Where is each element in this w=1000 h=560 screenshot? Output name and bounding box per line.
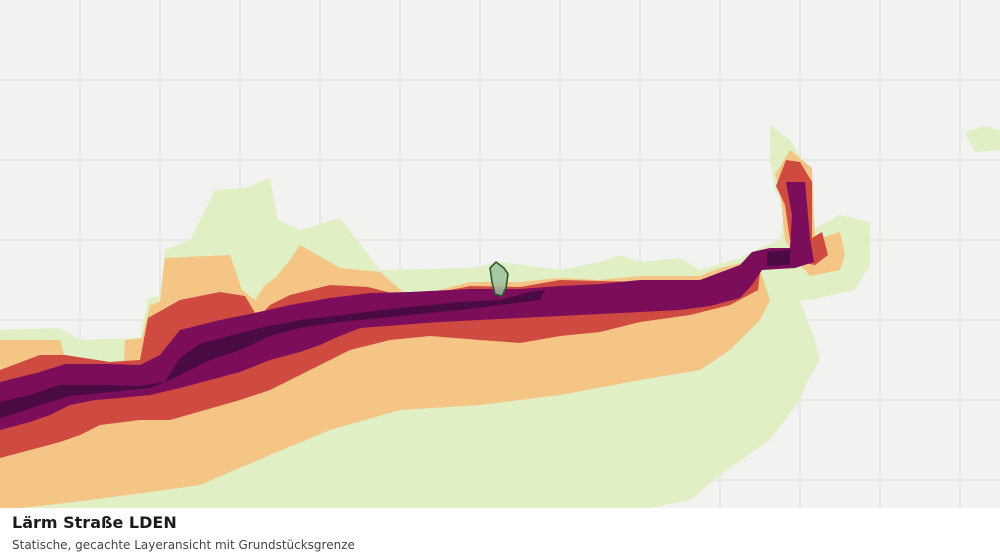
parcel-boundary[interactable] (489, 260, 509, 297)
layer-title: Lärm Straße LDEN (12, 513, 177, 532)
layer-description: Statische, gecachte Layeransicht mit Gru… (12, 538, 355, 552)
noise-band-high (0, 182, 814, 430)
map-caption: Lärm Straße LDEN Statische, gecachte Lay… (0, 508, 1000, 560)
noise-band-highest (0, 250, 790, 418)
